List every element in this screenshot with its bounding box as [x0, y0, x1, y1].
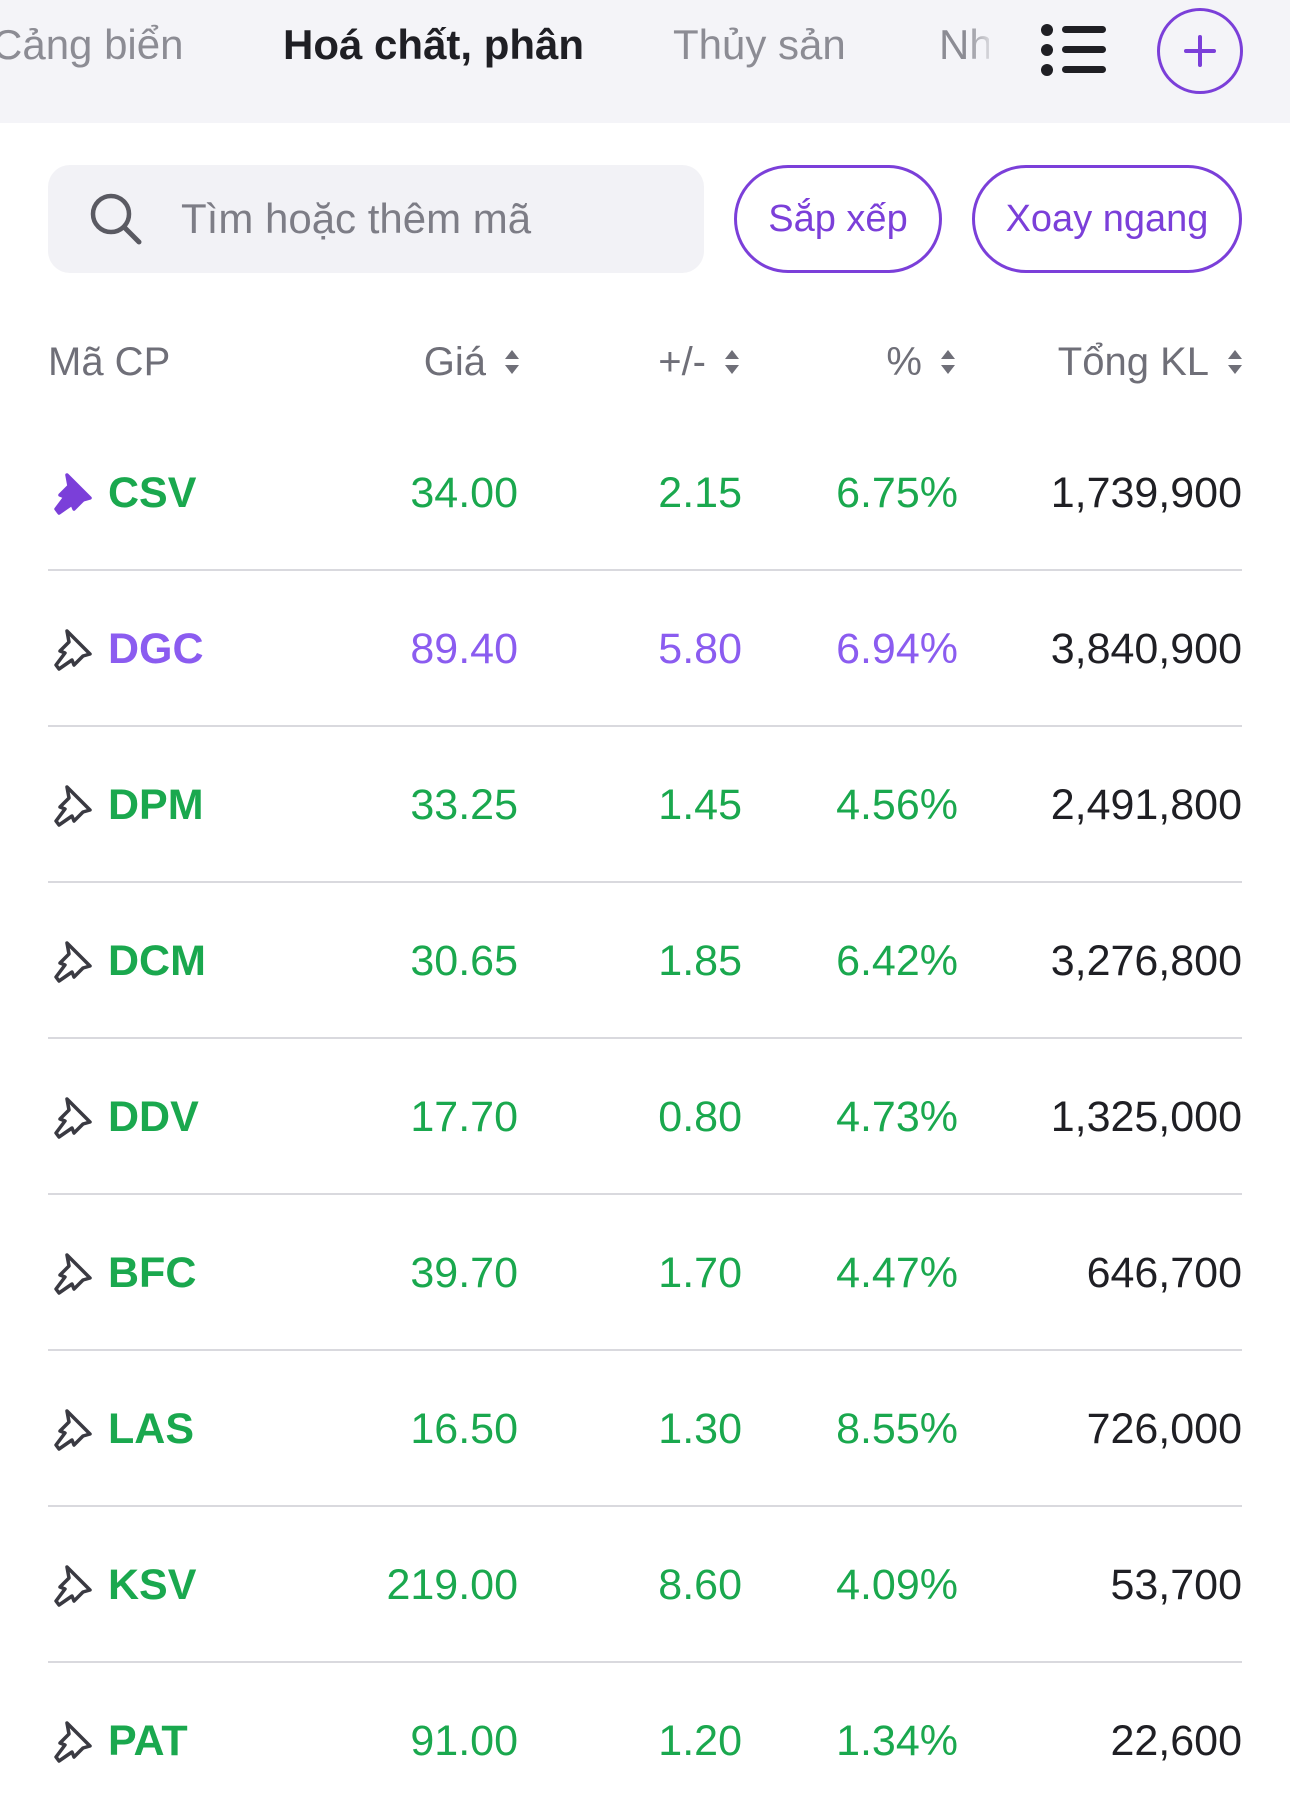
tab-fade-overlay	[965, 0, 1005, 123]
stock-price: 30.65	[410, 937, 518, 985]
header-price[interactable]: Giá	[424, 338, 522, 386]
stock-code[interactable]: LAS	[108, 1405, 194, 1453]
stock-price: 17.70	[410, 1093, 518, 1141]
table-row[interactable]: DCM 30.65 1.85 6.42% 3,276,800	[0, 883, 1290, 1039]
pin-icon[interactable]	[50, 1407, 94, 1451]
pin-icon[interactable]	[50, 1251, 94, 1295]
pin-icon[interactable]	[50, 1563, 94, 1607]
add-watchlist-button[interactable]	[1157, 8, 1243, 94]
header-volume[interactable]: Tổng KL	[1058, 338, 1245, 386]
stock-volume: 1,739,900	[1050, 469, 1242, 517]
sort-button[interactable]: Sắp xếp	[734, 165, 942, 273]
row-divider	[48, 569, 1242, 571]
header-pct-label: %	[886, 340, 922, 384]
row-divider	[48, 1349, 1242, 1351]
stock-volume: 3,276,800	[1050, 937, 1242, 985]
search-placeholder: Tìm hoặc thêm mã	[181, 195, 532, 242]
sort-icon	[1228, 350, 1242, 374]
stock-change-pct: 6.94%	[836, 625, 958, 673]
stock-volume: 2,491,800	[1050, 781, 1242, 829]
stock-price: 39.70	[410, 1249, 518, 1297]
stock-code[interactable]: CSV	[108, 469, 197, 517]
sort-icon	[941, 350, 955, 374]
pin-icon[interactable]	[50, 627, 94, 671]
header-volume-label: Tổng KL	[1057, 340, 1209, 384]
stock-code[interactable]: DGC	[108, 625, 204, 673]
table-row[interactable]: LAS 16.50 1.30 8.55% 726,000	[0, 1351, 1290, 1507]
header-price-label: Giá	[423, 340, 486, 384]
row-divider	[48, 1193, 1242, 1195]
category-tab-bar: Cảng biển Hoá chất, phân Thủy sản Nh	[0, 0, 1290, 123]
stock-volume: 3,840,900	[1050, 625, 1242, 673]
tab-hoa-chat-phan[interactable]: Hoá chất, phân	[283, 21, 585, 68]
tab-cang-bien[interactable]: Cảng biển	[0, 21, 184, 68]
stock-change-pct: 6.42%	[836, 937, 958, 985]
pin-icon[interactable]	[50, 1095, 94, 1139]
stock-price: 16.50	[410, 1405, 518, 1453]
table-row[interactable]: CSV 34.00 2.15 6.75% 1,739,900	[0, 415, 1290, 571]
row-divider	[48, 1505, 1242, 1507]
stock-change-pct: 4.09%	[836, 1561, 958, 1609]
stock-change: 8.60	[658, 1561, 742, 1609]
stock-change: 1.70	[658, 1249, 742, 1297]
rotate-button[interactable]: Xoay ngang	[972, 165, 1242, 273]
header-pct[interactable]: %	[886, 338, 958, 386]
stock-change-pct: 4.47%	[836, 1249, 958, 1297]
pin-icon[interactable]	[50, 471, 94, 515]
row-divider	[48, 725, 1242, 727]
row-divider	[48, 1037, 1242, 1039]
header-change[interactable]: +/-	[658, 338, 742, 386]
row-divider	[48, 1661, 1242, 1663]
header-change-label: +/-	[658, 340, 706, 384]
tab-thuy-san[interactable]: Thủy sản	[673, 21, 846, 68]
stock-change-pct: 1.34%	[836, 1717, 958, 1765]
stock-change: 1.45	[658, 781, 742, 829]
table-row[interactable]: BFC 39.70 1.70 4.47% 646,700	[0, 1195, 1290, 1351]
stock-price: 34.00	[410, 469, 518, 517]
stock-change: 5.80	[658, 625, 742, 673]
stock-change-pct: 8.55%	[836, 1405, 958, 1453]
stock-change: 1.85	[658, 937, 742, 985]
pin-icon[interactable]	[50, 783, 94, 827]
stock-price: 33.25	[410, 781, 518, 829]
stock-volume: 646,700	[1086, 1249, 1242, 1297]
table-row[interactable]: PAT 91.00 1.20 1.34% 22,600	[0, 1663, 1290, 1819]
stock-volume: 1,325,000	[1050, 1093, 1242, 1141]
stock-code[interactable]: PAT	[108, 1717, 188, 1765]
stock-code[interactable]: DCM	[108, 937, 206, 985]
stock-change: 1.30	[658, 1405, 742, 1453]
stock-volume: 726,000	[1086, 1405, 1242, 1453]
stock-code[interactable]: KSV	[108, 1561, 197, 1609]
stock-change-pct: 4.73%	[836, 1093, 958, 1141]
stock-code[interactable]: DPM	[108, 781, 204, 829]
stock-code[interactable]: DDV	[108, 1093, 199, 1141]
stock-change: 0.80	[658, 1093, 742, 1141]
stock-volume: 22,600	[1110, 1717, 1242, 1765]
pin-icon[interactable]	[50, 939, 94, 983]
stock-change-pct: 6.75%	[836, 469, 958, 517]
sort-icon	[725, 350, 739, 374]
stock-change: 2.15	[658, 469, 742, 517]
table-row[interactable]: DDV 17.70 0.80 4.73% 1,325,000	[0, 1039, 1290, 1195]
stock-code[interactable]: BFC	[108, 1249, 197, 1297]
stock-volume: 53,700	[1110, 1561, 1242, 1609]
sort-icon	[505, 350, 519, 374]
stock-price: 89.40	[410, 625, 518, 673]
list-icon[interactable]	[1040, 22, 1106, 78]
pin-icon[interactable]	[50, 1719, 94, 1763]
stock-price: 91.00	[410, 1717, 518, 1765]
table-row[interactable]: KSV 219.00 8.60 4.09% 53,700	[0, 1507, 1290, 1663]
stock-change-pct: 4.56%	[836, 781, 958, 829]
stock-price: 219.00	[386, 1561, 518, 1609]
table-row[interactable]: DPM 33.25 1.45 4.56% 2,491,800	[0, 727, 1290, 883]
row-divider	[48, 881, 1242, 883]
stock-change: 1.20	[658, 1717, 742, 1765]
search-input[interactable]: Tìm hoặc thêm mã	[48, 165, 704, 273]
table-row[interactable]: DGC 89.40 5.80 6.94% 3,840,900	[0, 571, 1290, 727]
plus-icon	[1184, 35, 1216, 67]
header-code[interactable]: Mã CP	[48, 338, 170, 386]
search-icon	[90, 193, 142, 245]
header-code-label: Mã CP	[48, 340, 171, 384]
